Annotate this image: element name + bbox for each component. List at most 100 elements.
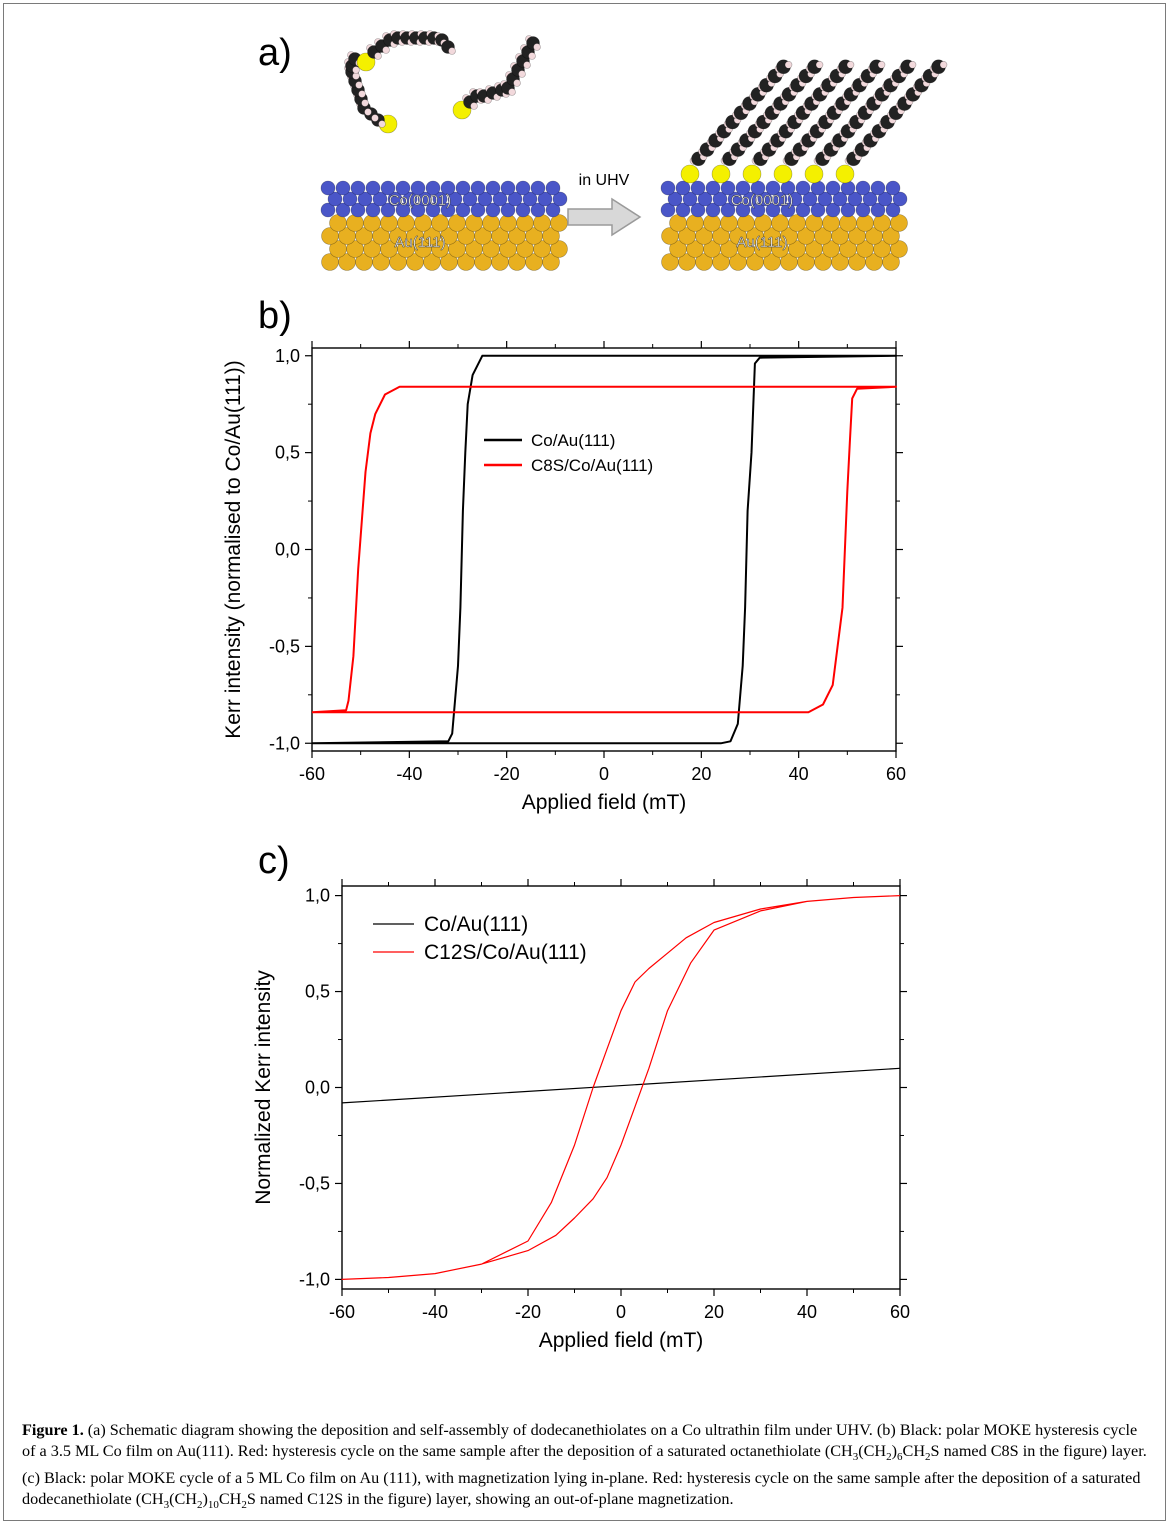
- cobalt-atom: [855, 180, 871, 196]
- x-tick-label: 60: [886, 764, 906, 784]
- schematic-diagram: in UHV Co(0001) Au(111) Co(0001) Au(111): [320, 30, 948, 271]
- cobalt-atom: [320, 202, 336, 218]
- cobalt-atom: [825, 202, 841, 218]
- co-label-left: Co(0001): [389, 192, 452, 209]
- cobalt-atom: [877, 191, 893, 207]
- sulfur-atom: [711, 164, 731, 184]
- gold-atom: [882, 253, 900, 271]
- cobalt-atom: [432, 191, 448, 207]
- figure-frame: [3, 3, 1166, 1521]
- x-axis-label: Applied field (mT): [539, 1329, 704, 1352]
- x-tick-label: 0: [616, 1302, 626, 1322]
- cobalt-atom: [395, 180, 411, 196]
- cobalt-atom: [765, 180, 781, 196]
- cobalt-atom: [492, 191, 508, 207]
- hydrogen-atom: [523, 61, 531, 69]
- legend-label: Co/Au(111): [531, 431, 615, 450]
- cobalt-atom: [387, 191, 403, 207]
- au-label-left: Au(111): [394, 234, 445, 251]
- legend-label: C8S/Co/Au(111): [531, 456, 653, 475]
- y-tick-label: 1,0: [275, 346, 300, 366]
- cobalt-atom: [855, 202, 871, 218]
- cobalt-atom: [817, 191, 833, 207]
- hydrogen-atom: [815, 61, 824, 69]
- y-tick-label: -0,5: [269, 636, 300, 656]
- y-tick-label: 0,5: [275, 443, 300, 463]
- cobalt-atom: [462, 191, 478, 207]
- sulfur-atom: [742, 164, 762, 184]
- cobalt-atom: [515, 180, 531, 196]
- cobalt-atom: [712, 191, 728, 207]
- hydrogen-atom: [358, 90, 366, 98]
- x-tick-label: 60: [890, 1302, 910, 1322]
- cobalt-atom: [742, 191, 758, 207]
- cobalt-atom: [847, 191, 863, 207]
- y-tick-label: 1,0: [305, 886, 330, 906]
- cobalt-atom: [552, 191, 568, 207]
- cobalt-atom: [350, 180, 366, 196]
- caption-segment: ): [891, 1442, 898, 1460]
- x-tick-label: 40: [789, 764, 809, 784]
- cobalt-atom: [727, 191, 743, 207]
- hydrogen-atom: [361, 99, 369, 107]
- cobalt-atom: [530, 180, 546, 196]
- y-axis-label: Normalized Kerr intensity: [252, 970, 275, 1205]
- caption-subscript: 10: [207, 1499, 219, 1512]
- sulfur-atom: [835, 164, 855, 184]
- cobalt-atom: [485, 180, 501, 196]
- cobalt-atom: [545, 180, 561, 196]
- cobalt-atom: [500, 180, 516, 196]
- cobalt-atom: [795, 202, 811, 218]
- hydrogen-atom: [939, 61, 948, 69]
- cobalt-atom: [660, 180, 676, 196]
- cobalt-atom: [885, 180, 901, 196]
- cobalt-atom: [705, 202, 721, 218]
- cobalt-atom: [810, 202, 826, 218]
- cobalt-atom: [342, 191, 358, 207]
- sulfur-atom: [804, 164, 824, 184]
- caption-segment: ): [202, 1490, 208, 1509]
- cobalt-atom: [682, 191, 698, 207]
- cobalt-atom: [485, 202, 501, 218]
- hydrogen-atom: [448, 47, 456, 55]
- cobalt-atom: [892, 191, 908, 207]
- series-line-1: [311, 385, 897, 714]
- cobalt-atom: [455, 180, 471, 196]
- x-tick-label: -60: [329, 1302, 355, 1322]
- cobalt-atom: [320, 180, 336, 196]
- cobalt-atom: [545, 202, 561, 218]
- gold-atom: [550, 240, 568, 258]
- hydrogen-atom: [877, 61, 886, 69]
- cobalt-atom: [735, 180, 751, 196]
- cobalt-atom: [832, 191, 848, 207]
- cobalt-atom: [402, 191, 418, 207]
- cobalt-atom: [675, 202, 691, 218]
- hydrogen-atom: [355, 81, 363, 89]
- cobalt-atom: [335, 202, 351, 218]
- x-axis-label: Applied field (mT): [522, 791, 687, 814]
- x-tick-label: 20: [704, 1302, 724, 1322]
- hydrogen-atom: [371, 114, 379, 122]
- self-assembled-monolayer: [680, 59, 948, 184]
- sulfur-atom: [356, 52, 376, 72]
- cobalt-atom: [507, 191, 523, 207]
- free-thiol-molecules: [344, 30, 541, 134]
- cobalt-atom: [870, 202, 886, 218]
- cobalt-atom: [705, 180, 721, 196]
- caption-segment: CH: [902, 1442, 926, 1460]
- hydrogen-atom: [378, 120, 386, 128]
- cobalt-atom: [862, 191, 878, 207]
- hydrogen-atom: [908, 61, 917, 69]
- hydrogen-atom: [508, 88, 516, 96]
- co-label-right: Co(0001): [731, 192, 794, 209]
- caption-segment: (CH: [169, 1490, 197, 1509]
- substrate-right: [660, 180, 908, 271]
- au-label-right: Au(111): [736, 234, 787, 251]
- caption-subscript: 2: [196, 1499, 203, 1512]
- caption-segment: S named C12S in the figure) layer, showi…: [246, 1490, 734, 1509]
- legend-label: C12S/Co/Au(111): [424, 941, 587, 964]
- cobalt-atom: [455, 202, 471, 218]
- gold-atom: [882, 227, 900, 245]
- cobalt-atom: [537, 191, 553, 207]
- x-tick-label: 40: [797, 1302, 817, 1322]
